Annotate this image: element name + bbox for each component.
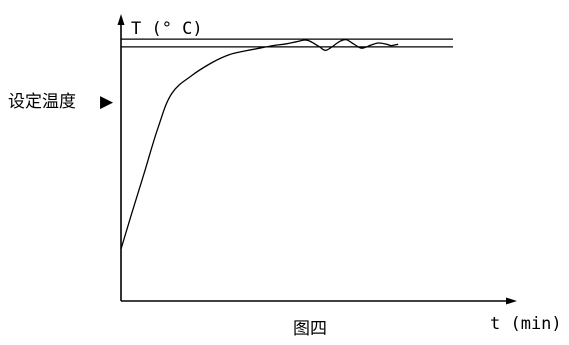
y-axis-label: T (° C) — [131, 19, 203, 39]
setpoint-label: 设定温度 — [8, 92, 76, 112]
x-axis-arrow — [506, 297, 517, 305]
setpoint-marker-icon: ▶ — [100, 92, 114, 112]
figure-caption: 图四 — [293, 319, 327, 339]
temperature-curve — [120, 38, 399, 250]
y-axis-arrow — [117, 14, 125, 25]
x-axis-label: t (min) — [490, 314, 562, 334]
